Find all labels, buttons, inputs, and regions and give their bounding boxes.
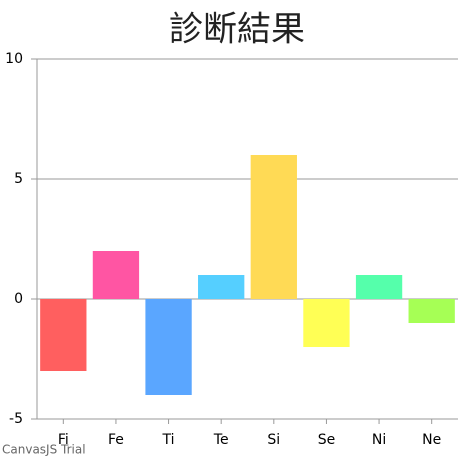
- bar: [355, 275, 403, 299]
- bar: [92, 251, 140, 299]
- y-tick-label: 10: [5, 51, 23, 67]
- y-tick-label: -5: [9, 411, 23, 427]
- x-tick-label: Te: [213, 432, 229, 448]
- x-tick-label: Se: [318, 432, 336, 448]
- y-tick-label: 0: [14, 291, 23, 307]
- x-tick-label: Fi: [58, 432, 69, 448]
- x-tick-label: Ti: [162, 432, 175, 448]
- bar: [198, 275, 245, 299]
- credit: CanvasJS Trial: [2, 443, 86, 457]
- bar: [250, 155, 297, 299]
- x-tick-label: Ne: [422, 432, 441, 448]
- bar: [40, 299, 87, 371]
- x-tick-label: Si: [267, 432, 280, 448]
- x-tick-label: Ni: [372, 432, 386, 448]
- x-tick-label: Fe: [108, 432, 124, 448]
- y-tick-label: 5: [14, 171, 23, 187]
- bar: [303, 299, 350, 347]
- chart-title: 診断結果: [169, 10, 305, 50]
- bar: [145, 299, 192, 395]
- bar: [408, 299, 455, 323]
